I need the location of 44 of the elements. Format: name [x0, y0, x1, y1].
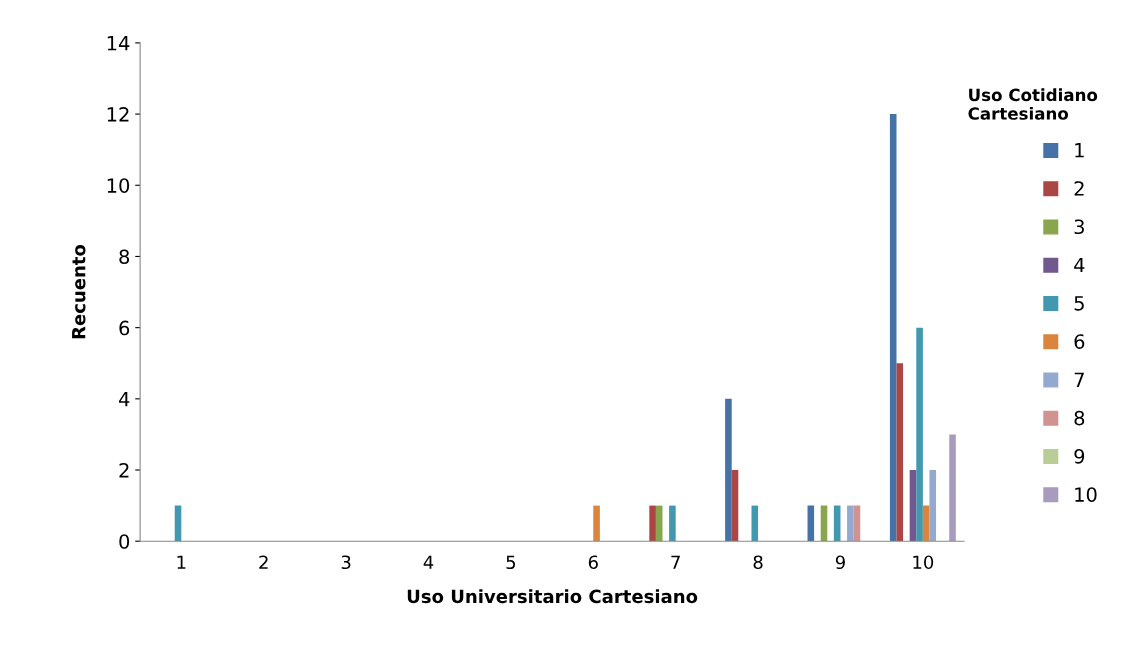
x-tick-label: 7: [671, 555, 680, 569]
bar: [669, 505, 676, 542]
bar: [896, 363, 904, 542]
bar: [889, 114, 897, 542]
y-tick-label: 2: [119, 462, 129, 478]
bar: [929, 470, 937, 542]
y-tick-label: 4: [118, 392, 130, 407]
legend-label: 5: [1074, 296, 1084, 311]
bar: [593, 505, 600, 542]
x-tick-label: 6: [588, 555, 598, 570]
bar: [916, 327, 923, 542]
y-tick-label: 8: [119, 249, 130, 265]
legend-title: Uso Cotidiano Cartesiano: [968, 88, 1098, 120]
legend-label: 10: [1075, 487, 1097, 502]
x-tick-label: 3: [341, 555, 351, 570]
legend-label: 4: [1074, 257, 1085, 273]
y-axis-title: Recuento: [72, 244, 86, 339]
y-tick-label: 14: [107, 36, 130, 51]
legend-label: 2: [1074, 181, 1084, 196]
bar: [909, 470, 917, 542]
y-tick-label: 6: [119, 320, 130, 336]
x-tick-label: 5: [506, 555, 516, 570]
x-tick-label: 10: [913, 555, 934, 570]
bar: [649, 505, 656, 542]
bar: [731, 470, 739, 542]
y-tick-label: 12: [107, 107, 129, 122]
legend-label: 9: [1074, 448, 1085, 464]
x-tick-label: 9: [835, 555, 845, 570]
bar: [949, 434, 956, 542]
legend-label: 7: [1074, 372, 1084, 387]
bar: [751, 505, 759, 542]
y-tick-label: 0: [119, 534, 130, 549]
bar: [725, 398, 732, 542]
x-tick-label: 2: [259, 555, 268, 569]
y-tick-label: 10: [107, 178, 130, 193]
x-tick-label: 1: [177, 555, 186, 569]
bar: [847, 505, 854, 542]
legend-label: 8: [1074, 410, 1085, 426]
legend-label: 3: [1074, 219, 1084, 235]
x-tick-label: 4: [423, 555, 434, 569]
x-tick-label: 8: [753, 555, 763, 570]
legend-label: 6: [1074, 334, 1085, 349]
x-axis-title: Uso Universitario Cartesiano: [407, 589, 698, 604]
legend-label: 1: [1075, 143, 1084, 158]
